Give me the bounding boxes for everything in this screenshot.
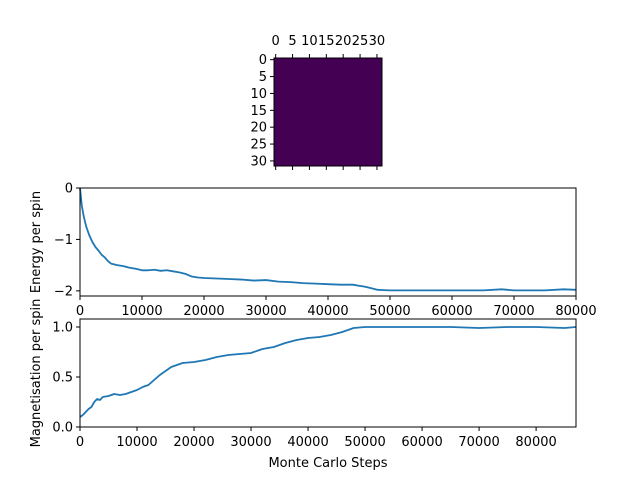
heatmap-y-tick-label: 25 xyxy=(250,138,267,153)
energy-x-tick-label: 10000 xyxy=(121,304,162,319)
magnetisation-x-tick-label: 70000 xyxy=(458,435,499,450)
energy-y-tick-label: −1 xyxy=(54,233,73,248)
magnetisation-y-axis-label: Magnetisation per spin xyxy=(29,299,44,448)
heatmap-y-tick-label: 10 xyxy=(250,87,267,102)
heatmap-x-tick-label: 5 xyxy=(288,34,296,49)
energy-series xyxy=(79,187,577,292)
heatmap-y-tick-label: 0 xyxy=(259,53,267,68)
magnetisation-x-tick-label: 10000 xyxy=(116,435,157,450)
magnetisation-x-tick-label: 40000 xyxy=(287,435,328,450)
magnetisation-x-tick-label: 0 xyxy=(76,435,84,450)
magnetisation-panel: 0 10000 20000 30000 40000 50000 60000 70000 8000… xyxy=(29,299,577,471)
magnetisation-x-tick-label: 20000 xyxy=(173,435,214,450)
heatmap-x-tick-label: 10 xyxy=(301,34,318,49)
magnetisation-x-tick-label: 50000 xyxy=(344,435,385,450)
energy-y-ticks: 0 −1 −2 xyxy=(54,182,80,299)
heatmap-x-tick-label: 25 xyxy=(352,34,369,49)
heatmap-bottom-ticks xyxy=(275,166,378,170)
heatmap-y-tick-label: 15 xyxy=(250,104,267,119)
magnetisation-y-tick-label: 0.5 xyxy=(52,371,73,386)
magnetisation-x-tick-label: 80000 xyxy=(515,435,556,450)
energy-y-tick-label: −2 xyxy=(54,284,73,299)
heatmap-x-tick-label: 30 xyxy=(369,34,386,49)
heatmap-cells xyxy=(274,58,382,166)
magnetisation-x-tick-label: 60000 xyxy=(401,435,442,450)
magnetisation-x-tick-label: 30000 xyxy=(230,435,271,450)
magnetisation-x-ticks: 0 10000 20000 30000 40000 50000 60000 70000 8000… xyxy=(76,427,557,450)
energy-x-tick-label: 20000 xyxy=(183,304,224,319)
energy-x-tick-label: 70000 xyxy=(493,304,534,319)
heatmap-y-tick-label: 5 xyxy=(259,70,267,85)
heatmap-x-tick-label: 0 xyxy=(272,34,280,49)
energy-line xyxy=(79,187,577,292)
energy-x-tick-label: 60000 xyxy=(431,304,472,319)
magnetisation-y-tick-label: 0.0 xyxy=(52,421,73,436)
energy-x-tick-label: 40000 xyxy=(307,304,348,319)
energy-x-tick-label: 30000 xyxy=(245,304,286,319)
magnetisation-frame xyxy=(79,318,577,428)
heatmap-x-ticks: 0 5 10 15 20 25 30 xyxy=(272,34,386,58)
energy-x-ticks: 0 10000 20000 30000 40000 50000 60000 70000 8000… xyxy=(76,296,597,319)
energy-x-tick-label: 80000 xyxy=(555,304,596,319)
heatmap-cell-block xyxy=(274,58,382,166)
magnetisation-line xyxy=(79,326,577,418)
heatmap-frame xyxy=(273,57,383,167)
energy-x-tick-label: 50000 xyxy=(369,304,410,319)
energy-y-tick-label: 0 xyxy=(65,182,73,197)
heatmap-x-tick-label: 20 xyxy=(335,34,352,49)
energy-x-tick-label: 0 xyxy=(76,304,84,319)
magnetisation-x-axis-label: Monte Carlo Steps xyxy=(268,456,387,471)
energy-panel: 0 10000 20000 30000 40000 50000 60000 70000 8000… xyxy=(29,182,597,320)
magnetisation-series xyxy=(79,326,577,418)
magnetisation-y-ticks: 0.0 0.5 1.0 xyxy=(52,321,80,436)
heatmap-x-tick-label: 15 xyxy=(318,34,335,49)
heatmap-y-tick-label: 20 xyxy=(250,121,267,136)
energy-y-axis-label: Energy per spin xyxy=(29,191,44,293)
heatmap-y-tick-label: 30 xyxy=(250,154,267,169)
magnetisation-y-tick-label: 1.0 xyxy=(52,321,73,336)
